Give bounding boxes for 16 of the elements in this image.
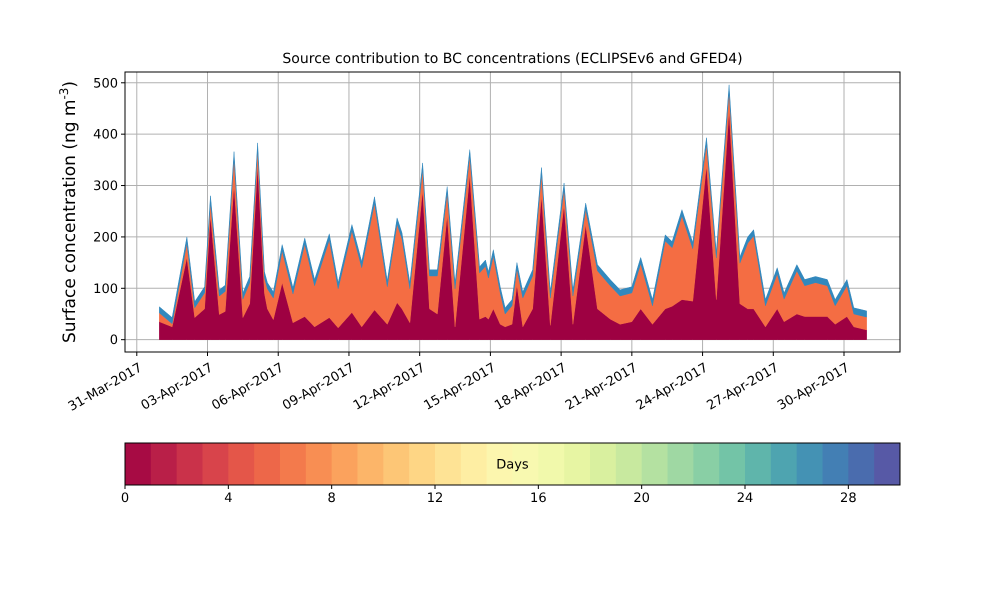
color-bar-label: 28 xyxy=(840,491,857,506)
y-tick-label: 400 xyxy=(93,128,118,143)
color-bar-label: 12 xyxy=(426,491,444,506)
y-tick-label: 0 xyxy=(110,333,118,348)
y-tick-label: 300 xyxy=(93,179,118,194)
y-tick-label: 200 xyxy=(93,230,118,246)
color-bar-label: 0 xyxy=(120,491,130,506)
color-bar-label: 4 xyxy=(224,491,232,506)
color-bar-label: 20 xyxy=(633,491,650,506)
color-bar-label: 8 xyxy=(328,491,336,506)
chart-title: Source contribution to BC concentrations (ECLIPSEv6 and GFED4) xyxy=(282,51,743,67)
color-bar-title: Days xyxy=(496,458,529,473)
color-bar-label: 16 xyxy=(530,491,547,506)
y-tick-label: 500 xyxy=(93,76,118,92)
y-tick-label: 100 xyxy=(93,282,118,297)
color-bar-label: 24 xyxy=(736,491,754,506)
